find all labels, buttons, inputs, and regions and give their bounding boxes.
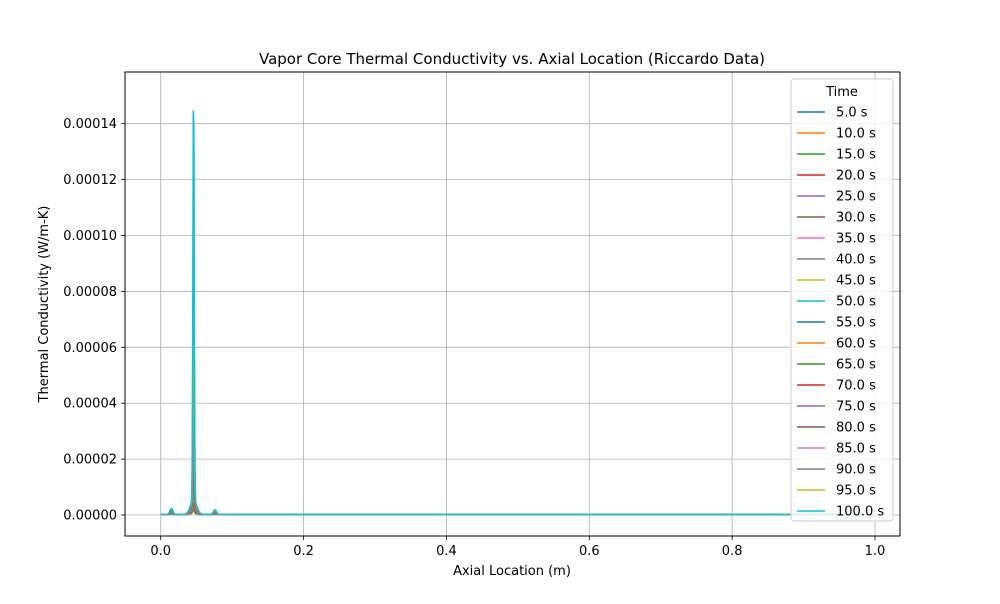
y-tick-label: 0.00008 [63,285,117,300]
legend-entry-label: 70.0 s [836,379,876,394]
x-tick-label: 1.0 [865,544,886,559]
series-line-11 [159,469,875,516]
series-line-19 [159,242,875,516]
series-line-9 [159,480,875,516]
chart-title: Vapor Core Thermal Conductivity vs. Axia… [259,50,765,68]
series-line-8 [159,484,875,516]
y-tick-label: 0.00006 [63,341,117,356]
legend-entry-label: 5.0 s [836,106,868,121]
x-axis-ticks: 0.0 0.2 0.4 0.6 0.8 1.0 [150,536,885,559]
series-line-3 [159,500,875,516]
legend-entry-label: 90.0 s [836,463,876,478]
plot-frame [124,71,901,537]
x-tick-label: 0.4 [436,544,457,559]
grid [125,72,900,536]
y-axis-ticks: 0.00000 0.00002 0.00004 0.00006 0.00008 0.000… [63,117,125,524]
y-tick-label: 0.00012 [63,173,117,188]
legend-entry-label: 50.0 s [836,295,876,310]
series-line-5 [159,494,875,516]
legend-box [790,78,894,522]
legend-entry-label: 80.0 s [836,421,876,436]
x-tick-label: 0.6 [579,544,600,559]
y-tick-label: 0.00000 [63,509,117,524]
x-tick-label: 0.2 [293,544,314,559]
series-line-17 [159,385,875,516]
legend-entry-label: 25.0 s [836,190,876,205]
legend-entry-label: 55.0 s [836,316,876,331]
series-line-14 [159,446,875,516]
series-line-6 [159,490,875,516]
legend-entry-label: 20.0 s [836,169,876,184]
legend-entry-label: 95.0 s [836,484,876,499]
legend-entry-label: 40.0 s [836,253,876,268]
series-line-12 [159,463,875,516]
legend-entry-label: 75.0 s [836,400,876,415]
series-line-15 [159,435,875,516]
x-tick-label: 0.0 [150,544,171,559]
series-line-1 [159,507,875,516]
series-line-7 [159,487,875,516]
x-tick-label: 0.8 [722,544,743,559]
legend-entry-label: 45.0 s [836,274,876,289]
legend-entry-label: 65.0 s [836,358,876,373]
series-line-20 [159,110,875,516]
series-lines [159,110,875,516]
y-tick-label: 0.00010 [63,229,117,244]
series-line-13 [159,455,875,516]
legend-title: Time [825,85,858,100]
legend-entry-label: 30.0 s [836,211,876,226]
series-line-16 [159,424,875,516]
y-axis-label: Thermal Conductivity (W/m-K) [37,206,52,404]
y-tick-label: 0.00004 [63,397,117,412]
series-line-10 [159,475,875,516]
legend-entry-label: 85.0 s [836,442,876,457]
series-line-4 [159,497,875,516]
series-line-2 [159,503,875,516]
legend-entry-label: 15.0 s [836,148,876,163]
y-tick-label: 0.00002 [63,453,117,468]
x-axis-label: Axial Location (m) [453,564,571,579]
y-tick-label: 0.00014 [63,117,117,132]
series-line-18 [159,346,875,516]
legend-entry-label: 35.0 s [836,232,876,247]
legend-entry-label: 10.0 s [836,127,876,142]
legend-entry-label: 100.0 s [836,505,884,520]
legend-entry-label: 60.0 s [836,337,876,352]
legend: Time 5.0 s 10.0 s 15.0 s 20.0 s 25.0 s 30.0 s… [790,78,894,522]
